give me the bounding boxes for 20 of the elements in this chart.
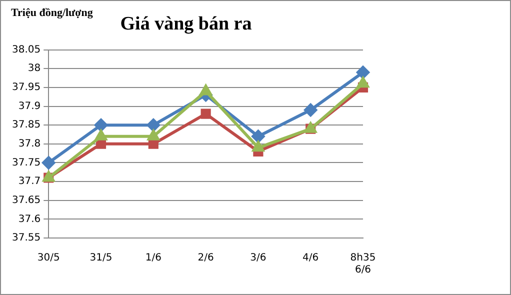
- y-tick-label: 37.55: [12, 232, 41, 244]
- y-tick-label: 37.7: [18, 176, 41, 188]
- y-tick-label: 37.85: [12, 120, 41, 131]
- x-tick-label: 1/6: [145, 252, 162, 264]
- chart-title: Giá vàng bán ra: [120, 13, 252, 34]
- y-tick-label: 38: [28, 63, 41, 74]
- y-axis-title: Triệu đồng/lượng: [11, 7, 93, 19]
- y-tick-label: 37.9: [18, 100, 41, 112]
- x-tick-label: 2/6: [198, 252, 214, 264]
- x-tick-label: 4/6: [302, 252, 319, 264]
- y-tick-label: 38.05: [12, 44, 41, 56]
- y-tick-label: 37.6: [18, 214, 41, 225]
- y-tick-label: 37.75: [12, 157, 41, 168]
- x-tick-label: 31/5: [90, 252, 112, 264]
- x-tick-label: 30/5: [37, 252, 60, 264]
- x-tick-label: 3/6: [250, 252, 266, 264]
- y-tick-label: 37.95: [12, 82, 41, 94]
- y-tick-label: 37.65: [12, 194, 41, 206]
- x-tick-label: 8h35 6/6: [350, 252, 376, 276]
- y-tick-label: 37.8: [18, 138, 41, 150]
